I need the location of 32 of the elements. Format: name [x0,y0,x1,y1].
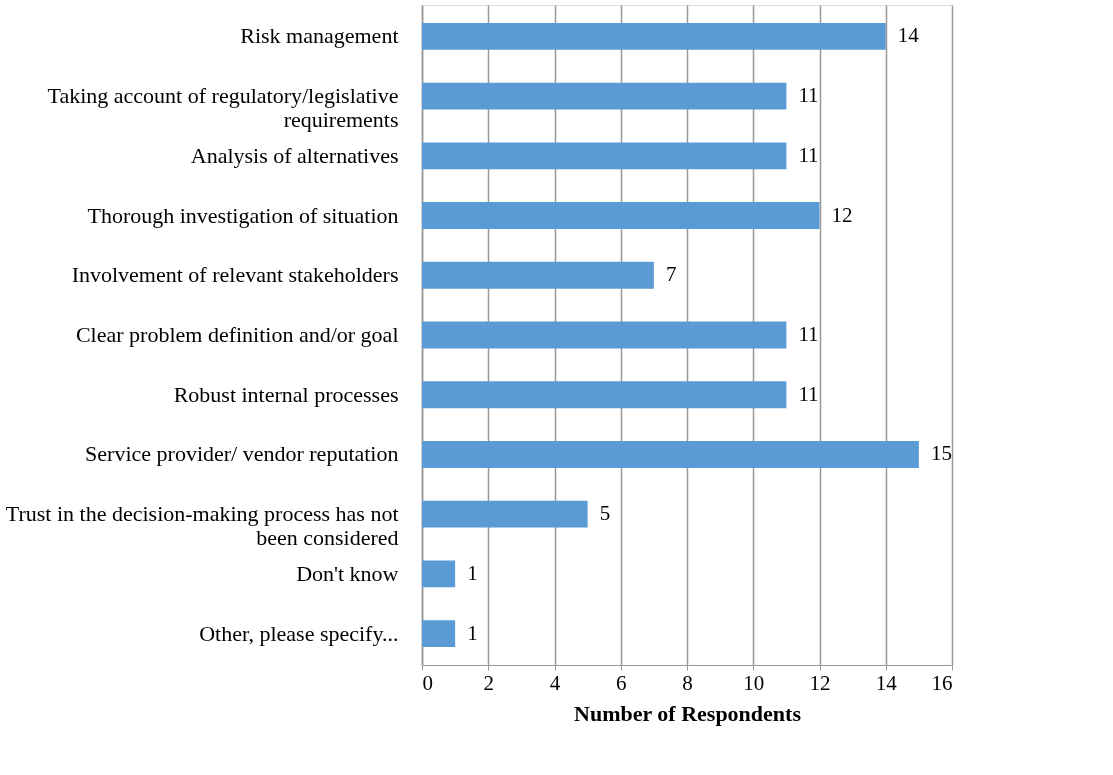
data-label: 11 [798,322,819,346]
x-tick-label: 6 [616,670,627,695]
x-tick-label: 14 [875,670,898,695]
data-label: 14 [897,23,920,48]
data-label: 5 [599,501,611,526]
x-tick-label: 4 [549,670,561,695]
x-tick-label: 2 [483,670,494,695]
y-tick-label: Analysis of alternatives [190,142,399,168]
data-label: 11 [798,142,819,167]
y-tick-label: Trust in the decision-making process has not been considered [5,501,399,551]
y-tick-label: Risk management [240,23,399,49]
y-tick-label: Service provider/ vendor reputation [85,441,399,467]
data-label: 12 [831,202,853,227]
x-tick-label: 16 [931,670,953,695]
y-tick-label: Involvement of relevant stakeholders [71,262,399,288]
data-label: 11 [798,83,819,108]
y-tick-label: Don't know [296,560,399,586]
y-tick-label: Clear problem definition and/or goal [75,322,399,347]
data-label: 7 [665,262,677,287]
x-tick-label: 10 [743,670,765,695]
x-tick-label: 8 [682,670,693,695]
x-axis-title: Number of Respondents [574,700,802,726]
y-tick-label: Thorough investigation of situation [87,202,399,228]
x-tick-label: 0 [422,670,433,695]
x-tick-label: 12 [809,670,831,695]
data-label: 1 [467,620,478,645]
y-tick-label: Other, please specify... [199,620,399,646]
data-label: 11 [798,381,819,406]
y-tick-label: Robust internal processes [173,381,399,407]
data-label: 15 [930,441,952,466]
y-tick-label: Taking account of regulatory/legislative requirements [47,83,399,133]
data-label: 1 [467,560,478,585]
